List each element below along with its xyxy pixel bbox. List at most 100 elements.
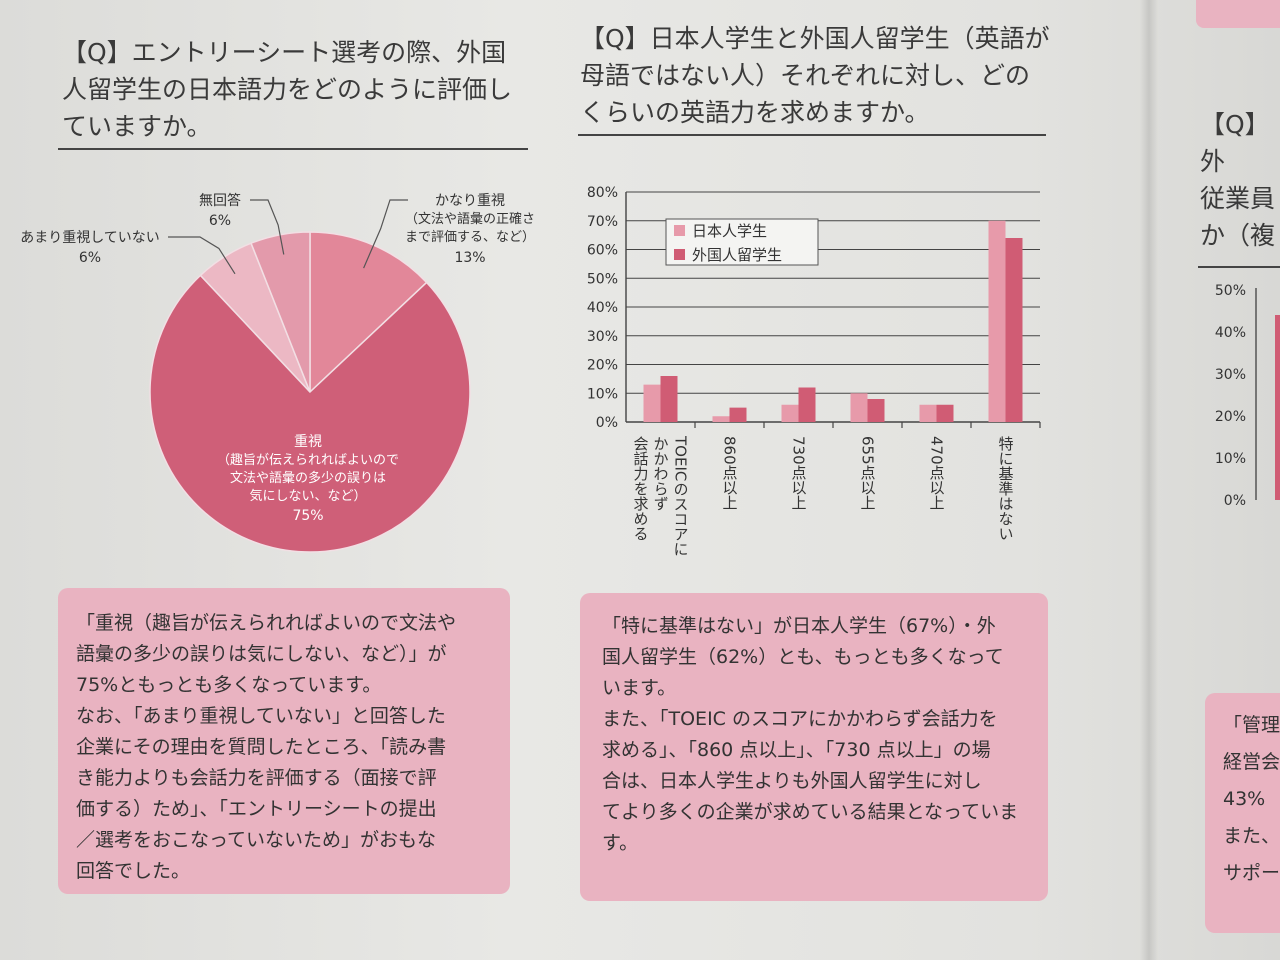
middle-callout-line: 求める」、「860 点以上」、「730 点以上」の場 bbox=[602, 739, 991, 761]
left-callout: 「重視（趣旨が伝えられればよいので文法や 語彙の多少の誤りは気にしない、など）」… bbox=[58, 588, 510, 894]
middle-question: 【Q】日本人学生と外国人留学生（英語が 母語ではない人）それぞれに対し、どの く… bbox=[580, 20, 1060, 131]
right-callout-line: サポー bbox=[1223, 862, 1280, 884]
bar-y-tick-label: 80% bbox=[587, 185, 618, 201]
bar-y-tick-label: 0% bbox=[596, 415, 618, 431]
right-question-line: 従業員 bbox=[1200, 184, 1276, 213]
bar-category-label: 655点以上 bbox=[859, 436, 877, 510]
bar-y-tick-label: 30% bbox=[587, 329, 618, 345]
bar-category-label: かかわらず bbox=[652, 436, 670, 511]
pie-label-amari-value: 6% bbox=[79, 250, 101, 266]
pie-label-juushi-value: 75% bbox=[292, 508, 323, 524]
bar-category-label: 会話力を求める bbox=[632, 436, 650, 541]
left-callout-line: ／選考をおこなっていないため」がおもな bbox=[76, 829, 437, 851]
middle-callout: 「特に基準はない」が日本人学生（67%）・外 国人留学生（62%）とも、もっとも… bbox=[580, 593, 1048, 901]
right-tick-label: 40% bbox=[1215, 325, 1246, 341]
bar-category-label: 860点以上 bbox=[721, 436, 739, 510]
pie-leader-line bbox=[168, 236, 236, 275]
left-callout-line: 回答でした。 bbox=[76, 860, 191, 882]
right-callout: 「管理 経営会 43% また、 サポー bbox=[1205, 693, 1280, 933]
bar-international-student bbox=[1005, 238, 1023, 422]
bar-japanese-student bbox=[781, 404, 799, 422]
right-tick-label: 0% bbox=[1224, 493, 1246, 509]
bar-category-label: 730点以上 bbox=[790, 436, 808, 510]
bar-japanese-student bbox=[919, 404, 937, 422]
middle-callout-line: 合は、日本人学生よりも外国人留学生に対し bbox=[602, 770, 982, 792]
page-fold-shadow bbox=[1140, 0, 1158, 960]
bar-y-tick-label: 50% bbox=[587, 271, 618, 287]
left-question-line: 【Q】エントリーシート選考の際、外国 bbox=[62, 38, 507, 67]
right-tick-label: 10% bbox=[1215, 451, 1246, 467]
bar-japanese-student bbox=[850, 393, 868, 422]
bar-chart: 0% 10% 20% 30% 40% 50% 60% 70% 80% TOEICのスコアにかかわ… bbox=[587, 185, 1041, 556]
right-tick-label: 30% bbox=[1215, 367, 1246, 383]
legend-label: 日本人学生 bbox=[692, 222, 767, 240]
middle-callout-line: 「特に基準はない」が日本人学生（67%）・外 bbox=[602, 615, 996, 637]
left-question-line: ていますか。 bbox=[62, 112, 212, 141]
bar-international-student bbox=[936, 404, 954, 422]
pie-slice-juushi bbox=[149, 274, 471, 553]
left-question: 【Q】エントリーシート選考の際、外国 人留学生の日本語力をどのように評価し てい… bbox=[62, 34, 532, 145]
bar-international-student bbox=[660, 376, 678, 422]
right-bar-chart: 50% 40% 30% 20% 10% 0% bbox=[1215, 283, 1280, 509]
pie-label-juushi-detail: 気にしない、など） bbox=[249, 488, 366, 504]
pie-label-mukaitou: 無回答 bbox=[199, 192, 241, 209]
legend-label: 外国人留学生 bbox=[692, 246, 782, 264]
right-tick-label: 50% bbox=[1215, 283, 1246, 299]
pie-label-kanari-detail: まで評価する、など） bbox=[405, 230, 535, 245]
pie-leader-line bbox=[363, 199, 408, 269]
middle-title-rule bbox=[578, 134, 1046, 136]
right-question-line: 【Q】外 bbox=[1200, 110, 1270, 176]
left-callout-line: 語彙の多少の誤りは気にしない、など）」が bbox=[76, 643, 447, 665]
bar-y-tick-label: 70% bbox=[587, 214, 618, 230]
right-tick-label: 20% bbox=[1215, 409, 1246, 425]
left-callout-line: 75%ともっとも多くなっています。 bbox=[76, 674, 382, 696]
middle-callout-line: います。 bbox=[602, 677, 677, 699]
bar-y-tick-label: 20% bbox=[587, 358, 618, 374]
right-callout-line: 経営会 bbox=[1223, 751, 1280, 773]
middle-callout-line: す。 bbox=[602, 832, 639, 854]
bar-japanese-student bbox=[643, 384, 661, 422]
left-callout-line: なお、「あまり重視していない」と回答した bbox=[76, 705, 446, 727]
top-right-tab bbox=[1196, 0, 1280, 28]
bar-japanese-student bbox=[988, 220, 1006, 422]
left-question-line: 人留学生の日本語力をどのように評価し bbox=[62, 75, 513, 104]
right-title-rule bbox=[1198, 266, 1280, 268]
pie-label-juushi-detail: （趣旨が伝えられればよいので bbox=[217, 453, 399, 468]
pie-label-juushi-detail: 文法や語彙の多少の誤りは bbox=[230, 470, 386, 486]
pie-label-kanari-value: 13% bbox=[454, 250, 485, 266]
middle-callout-line: また、「TOEIC のスコアにかかわらず会話力を bbox=[602, 708, 998, 730]
pie-label-juushi: 重視 bbox=[294, 434, 322, 450]
middle-callout-line: てより多くの企業が求めている結果となっていま bbox=[602, 801, 1019, 823]
bar-y-tick-label: 10% bbox=[587, 386, 618, 402]
middle-callout-line: 国人留学生（62%）とも、もっとも多くなって bbox=[602, 646, 1004, 668]
pie-leader-line bbox=[250, 199, 285, 255]
bar-international-student bbox=[867, 399, 885, 422]
right-question: 【Q】外 従業員 か（複 bbox=[1200, 106, 1280, 254]
right-partial-bar bbox=[1275, 315, 1280, 500]
bar-y-tick-label: 60% bbox=[587, 243, 618, 259]
bar-category-label: 特に基準はない bbox=[997, 436, 1015, 541]
bar-category-label: 470点以上 bbox=[928, 436, 946, 510]
left-callout-line: き能力よりも会話力を評価する（面接で評 bbox=[76, 767, 437, 789]
pie-label-kanari-detail: （文法や語彙の正確さ bbox=[405, 211, 535, 227]
bar-japanese-student bbox=[712, 416, 730, 422]
right-question-line: か（複 bbox=[1200, 221, 1276, 250]
bar-category-label: TOEICのスコアに bbox=[672, 435, 690, 556]
bar-international-student bbox=[798, 387, 816, 422]
legend-swatch bbox=[674, 225, 685, 236]
middle-question-line: 母語ではない人）それぞれに対し、どの bbox=[580, 61, 1031, 90]
bar-legend-box bbox=[665, 218, 819, 266]
left-title-rule bbox=[58, 148, 528, 150]
right-callout-line: 「管理 bbox=[1223, 714, 1280, 736]
pie-label-kanari: かなり重視 bbox=[435, 193, 505, 209]
bar-international-student bbox=[729, 407, 747, 422]
middle-question-line: 【Q】日本人学生と外国人留学生（英語が bbox=[580, 24, 1050, 53]
right-callout-line: また、 bbox=[1223, 825, 1280, 847]
left-callout-line: 企業にその理由を質問したところ、「読み書 bbox=[76, 736, 447, 758]
legend-swatch bbox=[674, 249, 685, 260]
left-callout-line: 「重視（趣旨が伝えられればよいので文法や bbox=[76, 612, 457, 634]
right-callout-line: 43% bbox=[1223, 788, 1266, 810]
pie-label-amari: あまり重視していない bbox=[20, 230, 160, 246]
